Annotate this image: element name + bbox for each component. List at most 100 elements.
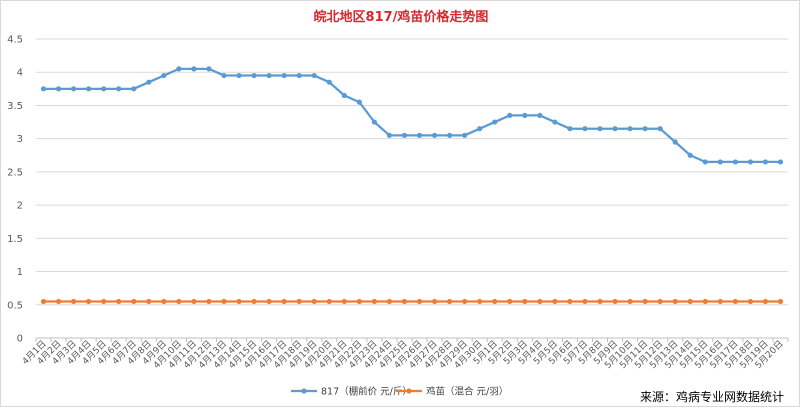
data-point: [86, 86, 92, 92]
data-point: [71, 86, 77, 92]
series-layer: [40, 66, 784, 305]
data-point: [401, 132, 408, 138]
data-point: [537, 298, 543, 305]
data-point: [401, 298, 408, 305]
chart-title: 皖北地区817/鸡苗价格走势图: [314, 9, 489, 25]
data-point: [116, 86, 122, 92]
source-note: 来源：鸡病专业网数据统计: [640, 389, 784, 404]
data-point: [221, 72, 227, 79]
data-point: [642, 126, 648, 132]
data-point: [206, 298, 212, 305]
data-point: [221, 298, 227, 305]
data-point: [296, 298, 302, 305]
data-point: [40, 298, 47, 305]
data-point: [161, 298, 167, 305]
data-point: [40, 86, 47, 92]
y-tick-label: 2: [17, 201, 23, 212]
data-point: [732, 159, 738, 165]
data-point: [371, 298, 377, 305]
data-point: [657, 126, 663, 132]
data-point: [101, 298, 107, 305]
data-point: [116, 298, 122, 305]
data-point: [762, 159, 769, 165]
data-point: [777, 298, 784, 305]
data-point: [146, 298, 152, 305]
gridlines: [36, 38, 788, 339]
data-point: [477, 298, 483, 305]
y-tick-label: 3: [17, 134, 23, 145]
data-point: [582, 298, 588, 305]
data-point: [642, 298, 648, 305]
data-point: [552, 119, 558, 125]
y-tick-label: 3.5: [7, 101, 23, 112]
data-point: [582, 126, 588, 132]
data-point: [55, 298, 62, 305]
data-point: [55, 86, 62, 92]
legend-item-1: 817（棚前价 元/斤）: [291, 386, 412, 398]
y-tick-label: 2.5: [7, 167, 23, 178]
data-point: [191, 66, 197, 72]
data-point: [296, 72, 302, 79]
data-point: [687, 298, 693, 305]
data-point: [537, 112, 543, 119]
data-point: [717, 298, 723, 305]
y-tick-label: 1: [17, 267, 23, 278]
data-point: [251, 298, 257, 305]
data-point: [71, 298, 77, 305]
data-point: [176, 66, 182, 72]
data-point: [702, 159, 708, 165]
data-point: [416, 298, 423, 305]
data-point: [717, 159, 723, 165]
y-tick-label: 1.5: [7, 234, 23, 245]
data-point: [672, 139, 678, 145]
data-point: [281, 298, 287, 305]
data-point: [522, 298, 528, 305]
data-point: [341, 298, 347, 305]
y-tick-label: 4: [17, 68, 23, 79]
x-axis: 4月1日4月2日4月3日4月4日4月5日4月6日4月7日4月8日4月9日4月10…: [20, 338, 789, 371]
data-point: [326, 298, 332, 305]
data-point: [326, 79, 332, 85]
legend-item-2: 鸡苗（混合 元/羽）: [396, 386, 508, 398]
series-2: [40, 298, 784, 305]
data-point: [732, 298, 738, 305]
series-line: [43, 67, 781, 164]
data-point: [266, 72, 272, 79]
data-point: [356, 99, 362, 105]
data-point: [447, 298, 453, 305]
data-point: [777, 159, 784, 165]
data-point: [672, 298, 678, 305]
data-point: [747, 298, 754, 305]
data-point: [311, 298, 317, 305]
data-point: [386, 132, 393, 138]
data-point: [612, 126, 618, 132]
data-point: [101, 86, 107, 92]
data-point: [356, 298, 362, 305]
data-point: [266, 298, 272, 305]
legend-marker: [301, 388, 307, 394]
data-point: [552, 298, 558, 305]
legend-label: 817（棚前价 元/斤）: [321, 386, 412, 398]
data-point: [131, 86, 137, 92]
legend: 817（棚前价 元/斤） 鸡苗（混合 元/羽）: [291, 386, 508, 398]
data-point: [687, 152, 693, 158]
y-tick-label: 0.5: [7, 300, 23, 311]
data-point: [341, 92, 347, 99]
series-1: [40, 66, 784, 165]
legend-marker: [406, 388, 412, 394]
data-point: [386, 298, 393, 305]
data-point: [251, 72, 257, 79]
data-point: [431, 298, 438, 305]
data-point: [431, 132, 438, 138]
y-tick-label: 4.5: [7, 35, 23, 46]
data-point: [447, 132, 453, 138]
data-point: [657, 298, 663, 305]
data-point: [567, 126, 573, 132]
y-axis: 0 0.5 1 1.5 2 2.5 3 3.5 4 4.5: [7, 35, 23, 345]
data-point: [462, 298, 468, 305]
data-point: [191, 298, 197, 305]
legend-label: 鸡苗（混合 元/羽）: [426, 386, 508, 398]
data-point: [477, 126, 483, 132]
